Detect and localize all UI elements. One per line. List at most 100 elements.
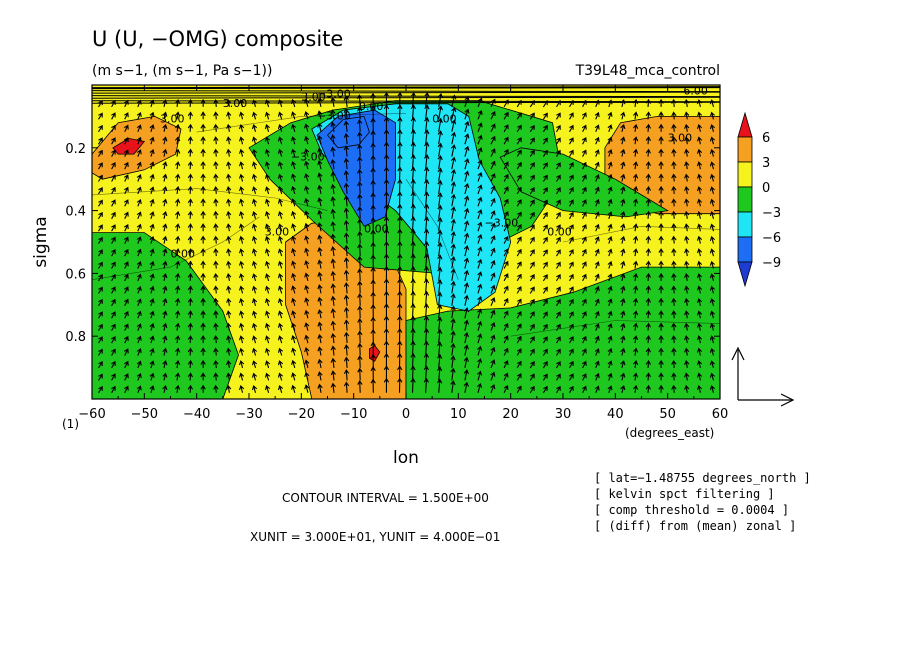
wind-vector	[477, 134, 483, 145]
wind-vector	[632, 161, 639, 170]
contour-label: −3.00	[291, 150, 325, 163]
wind-vector	[490, 160, 496, 170]
wind-vector	[111, 385, 116, 394]
wind-vector	[632, 322, 639, 331]
contour-line	[196, 113, 407, 133]
wind-vector	[357, 317, 363, 331]
wind-vector	[397, 352, 403, 368]
wind-vector	[463, 344, 469, 356]
wind-vector	[684, 384, 690, 393]
wind-vector	[437, 142, 443, 157]
wind-vector	[98, 360, 103, 369]
wind-vector	[620, 235, 626, 244]
wind-vector	[632, 260, 639, 269]
wind-vector	[645, 123, 651, 132]
wind-vector	[620, 298, 626, 306]
wind-vector	[277, 235, 284, 244]
wind-vector	[464, 96, 470, 108]
wind-vector	[200, 198, 206, 207]
wind-vector	[370, 266, 376, 281]
wind-vector	[200, 285, 206, 294]
wind-vector	[174, 322, 181, 331]
wind-vector	[437, 254, 443, 269]
wind-vector	[645, 248, 651, 257]
wind-vector	[542, 124, 548, 133]
wind-vector	[277, 173, 284, 182]
wind-vector	[437, 204, 443, 219]
wind-vector	[290, 123, 297, 132]
wind-vector	[620, 273, 626, 282]
wind-vector	[516, 360, 522, 369]
wind-vector	[187, 310, 193, 319]
wind-vector	[136, 248, 142, 257]
wind-vector	[343, 145, 350, 157]
wind-vector	[581, 286, 587, 294]
wind-vector	[200, 148, 206, 157]
wind-vector	[477, 283, 483, 294]
wind-vector	[397, 265, 403, 281]
wind-vector	[136, 261, 142, 269]
wind-vector	[330, 134, 336, 145]
wind-vector	[437, 192, 443, 207]
wind-vector	[436, 366, 443, 381]
wind-vector	[370, 204, 376, 219]
wind-vector	[370, 254, 376, 269]
wind-vector	[464, 158, 470, 170]
wind-vector	[290, 210, 297, 219]
wind-vector	[477, 234, 483, 244]
wind-vector	[200, 123, 206, 132]
wind-vector	[437, 328, 443, 344]
wind-vector	[437, 155, 443, 170]
wind-vector	[357, 330, 363, 344]
wind-vector	[569, 112, 574, 120]
wind-vector	[357, 119, 363, 132]
wind-vector	[477, 271, 483, 282]
wind-vector	[264, 124, 270, 132]
wind-vector	[226, 111, 232, 120]
wind-vector	[304, 235, 310, 244]
wind-vector	[410, 352, 416, 368]
wind-vector	[410, 91, 417, 107]
wind-vector	[423, 352, 429, 368]
wind-vector	[671, 260, 677, 269]
wind-vector	[136, 124, 142, 133]
wind-vector	[645, 322, 651, 331]
wind-vector	[424, 141, 430, 157]
wind-vector	[463, 282, 470, 294]
wind-vector	[620, 173, 626, 182]
wind-vector	[343, 344, 350, 356]
wind-vector	[569, 162, 574, 170]
wind-vector	[594, 124, 600, 133]
wind-vector	[162, 186, 168, 195]
wind-vector	[277, 223, 284, 232]
wind-vector	[304, 222, 310, 232]
wind-vector	[696, 384, 703, 393]
wind-vector	[556, 323, 561, 331]
wind-vector	[556, 298, 561, 307]
wind-vector	[136, 285, 142, 294]
wind-vector	[238, 111, 245, 120]
wind-vector	[477, 383, 483, 393]
wind-vector	[111, 236, 116, 244]
info-line: [ lat=−1.48755 degrees_north ]	[594, 471, 811, 485]
wind-vector	[330, 258, 336, 269]
wind-vector	[463, 269, 470, 282]
wind-vector	[645, 111, 651, 120]
wind-vector	[264, 99, 270, 108]
wind-vector	[136, 348, 142, 356]
wind-vector	[397, 154, 403, 170]
wind-vector	[671, 161, 677, 170]
wind-vector	[516, 211, 522, 220]
wind-vector	[290, 98, 297, 108]
wind-vector	[264, 148, 270, 157]
wind-vector	[620, 372, 626, 381]
wind-vector	[423, 228, 430, 244]
wind-vector	[304, 98, 310, 108]
wind-vector	[370, 353, 376, 368]
wind-vector	[162, 223, 168, 232]
wind-vector	[450, 156, 457, 170]
wind-vector	[213, 111, 219, 120]
wind-vector	[264, 285, 271, 294]
wind-vector	[620, 124, 626, 132]
colorbar-segment	[737, 136, 753, 163]
